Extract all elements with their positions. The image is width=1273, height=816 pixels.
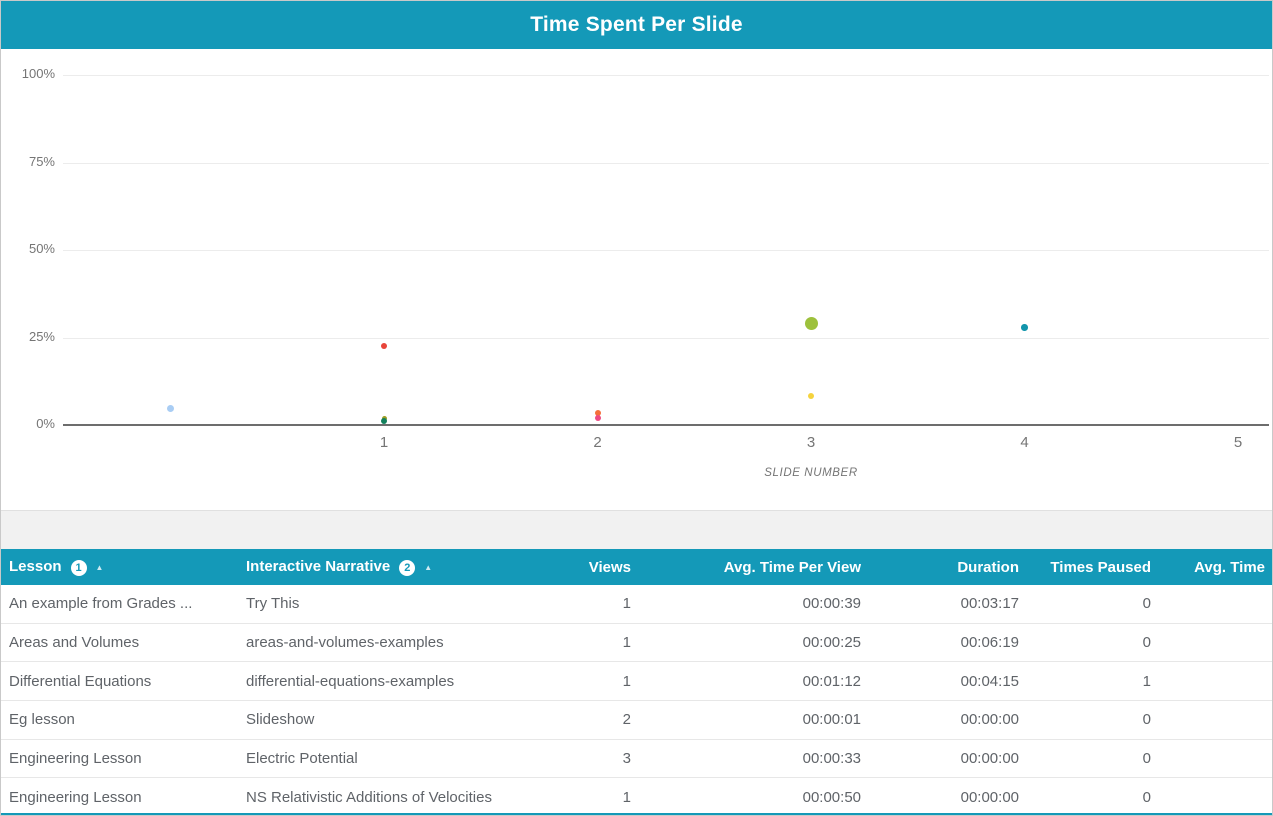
data-point-slide-1[interactable] bbox=[381, 343, 387, 350]
cell-times-paused: 0 bbox=[1142, 595, 1151, 613]
cell-times-paused: 1 bbox=[1142, 672, 1151, 690]
sort-order-badge: 2 bbox=[399, 559, 416, 576]
cell-views: 1 bbox=[622, 788, 631, 806]
cell-duration: 00:06:19 bbox=[960, 634, 1019, 652]
cell-interactive-narrative: differential-equations-examples bbox=[246, 672, 455, 690]
column-label: Avg. Time Per View bbox=[723, 558, 861, 576]
table-row[interactable]: Engineering Lesson NS Relativistic Additi… bbox=[1, 778, 1272, 815]
cell-views: 1 bbox=[622, 672, 631, 690]
column-label: Avg. Time bbox=[1194, 558, 1265, 576]
gridline-75 bbox=[63, 162, 1269, 164]
cell-duration: 00:03:17 bbox=[960, 595, 1019, 613]
cell-lesson: An example from Grades ... bbox=[9, 595, 193, 613]
cell-avg-time-per-view: 00:00:50 bbox=[802, 788, 861, 806]
y-tick-label-25: 25% bbox=[28, 328, 55, 344]
gridline-100 bbox=[63, 75, 1269, 76]
data-point-slide-2[interactable] bbox=[594, 410, 601, 417]
cell-times-paused: 0 bbox=[1142, 750, 1151, 768]
cell-lesson: Areas and Volumes bbox=[9, 634, 140, 652]
cell-duration: 00:00:00 bbox=[960, 788, 1019, 806]
table-header-row: Lesson 1 ▲ Interactive Narrative 2 ▲ Views Avg.… bbox=[1, 549, 1272, 585]
cell-interactive-narrative: Slideshow bbox=[246, 711, 315, 729]
cell-duration: 00:00:00 bbox=[960, 711, 1019, 729]
table-row[interactable]: Engineering Lesson Electric Potential 3 00:… bbox=[1, 739, 1272, 779]
cell-avg-time-per-view: 00:00:25 bbox=[802, 634, 861, 652]
x-tick-label-3: 3 bbox=[806, 434, 816, 451]
cell-times-paused: 0 bbox=[1142, 711, 1151, 729]
cell-duration: 00:00:00 bbox=[960, 750, 1019, 768]
cell-views: 1 bbox=[622, 595, 631, 613]
x-tick-label-5: 5 bbox=[1233, 434, 1243, 451]
x-tick-label-1: 1 bbox=[379, 434, 389, 451]
cell-views: 1 bbox=[622, 634, 631, 652]
cell-lesson: Engineering Lesson bbox=[9, 788, 142, 806]
y-tick-label-100: 100% bbox=[21, 66, 55, 81]
column-header-views[interactable]: Views bbox=[561, 559, 631, 576]
table-row[interactable]: Differential Equations differential-equat… bbox=[1, 662, 1272, 702]
column-label: Lesson bbox=[9, 558, 62, 576]
cell-avg-time-per-view: 00:00:33 bbox=[802, 750, 861, 768]
cell-avg-time-per-view: 00:00:39 bbox=[802, 595, 861, 613]
cell-avg-time-per-view: 00:01:12 bbox=[802, 672, 861, 690]
chart-title: Time Spent Per Slide bbox=[530, 13, 743, 36]
cell-interactive-narrative: NS Relativistic Additions of Velocities bbox=[246, 788, 492, 806]
column-header-times-paused[interactable]: Times Paused bbox=[1019, 559, 1151, 576]
column-label: Views bbox=[588, 558, 631, 576]
sort-order-badge: 1 bbox=[70, 559, 87, 576]
x-axis-title: SLIDE NUMBER bbox=[764, 467, 858, 479]
cell-views: 3 bbox=[622, 750, 631, 768]
cell-duration: 00:04:15 bbox=[960, 672, 1019, 690]
table-body: An example from Grades ... Try This 1 00:00… bbox=[1, 585, 1272, 815]
table-row[interactable]: An example from Grades ... Try This 1 00:00… bbox=[1, 585, 1272, 624]
y-tick-label-50: 50% bbox=[28, 241, 55, 256]
cell-interactive-narrative: Try This bbox=[246, 595, 300, 613]
column-label: Duration bbox=[957, 558, 1019, 576]
section-divider bbox=[1, 510, 1272, 549]
cell-lesson: Engineering Lesson bbox=[9, 750, 142, 768]
column-label: Interactive Narrative bbox=[246, 558, 391, 576]
cell-lesson: Differential Equations bbox=[9, 672, 152, 690]
x-tick-label-4: 4 bbox=[1020, 434, 1029, 451]
cell-avg-time-per-view: 00:00:01 bbox=[802, 711, 861, 729]
cell-lesson: Eg lesson bbox=[9, 711, 75, 729]
cell-interactive-narrative: areas-and-volumes-examples bbox=[246, 634, 444, 652]
cell-views: 2 bbox=[622, 711, 631, 729]
data-point-slide-2[interactable] bbox=[594, 415, 601, 421]
data-point-slide-4[interactable] bbox=[1021, 324, 1028, 331]
lessons-table: Lesson 1 ▲ Interactive Narrative 2 ▲ Views Avg.… bbox=[1, 549, 1272, 815]
data-point-slide-0[interactable] bbox=[167, 405, 174, 413]
data-point-slide-1[interactable] bbox=[381, 418, 387, 425]
column-header-interactive-narrative[interactable]: Interactive Narrative 2 ▲ bbox=[238, 558, 561, 576]
time-spent-scatter-chart: SLIDE NUMBER 0% 25% 50% 75% 100% 1 2 3 4 5 bbox=[1, 49, 1272, 510]
y-tick-label-0: 0% bbox=[36, 416, 55, 431]
column-header-avg-time-per-view[interactable]: Avg. Time Per View bbox=[631, 559, 861, 576]
x-tick-label-2: 2 bbox=[593, 434, 602, 451]
cell-times-paused: 0 bbox=[1142, 634, 1151, 652]
column-header-avg-time[interactable]: Avg. Time bbox=[1151, 559, 1272, 576]
column-header-lesson[interactable]: Lesson 1 ▲ bbox=[1, 558, 238, 576]
cell-interactive-narrative: Electric Potential bbox=[246, 750, 358, 768]
table-row[interactable]: Areas and Volumes areas-and-volumes-examp… bbox=[1, 623, 1272, 663]
sort-asc-icon: ▲ bbox=[424, 563, 433, 573]
gridline-25 bbox=[63, 337, 1269, 339]
cell-times-paused: 0 bbox=[1142, 788, 1151, 806]
column-header-duration[interactable]: Duration bbox=[861, 559, 1019, 576]
sort-asc-icon: ▲ bbox=[95, 563, 104, 573]
x-axis-line bbox=[63, 424, 1269, 426]
chart-title-bar: Time Spent Per Slide bbox=[1, 1, 1272, 49]
next-section-edge bbox=[1, 813, 1272, 815]
column-label: Times Paused bbox=[1050, 558, 1151, 576]
table-row[interactable]: Eg lesson Slideshow 2 00:00:01 00:00:00 0 bbox=[1, 701, 1272, 740]
data-point-slide-3[interactable] bbox=[808, 392, 814, 399]
gridline-50 bbox=[63, 250, 1269, 251]
y-tick-label-75: 75% bbox=[28, 153, 55, 169]
data-point-slide-3[interactable] bbox=[804, 317, 818, 330]
